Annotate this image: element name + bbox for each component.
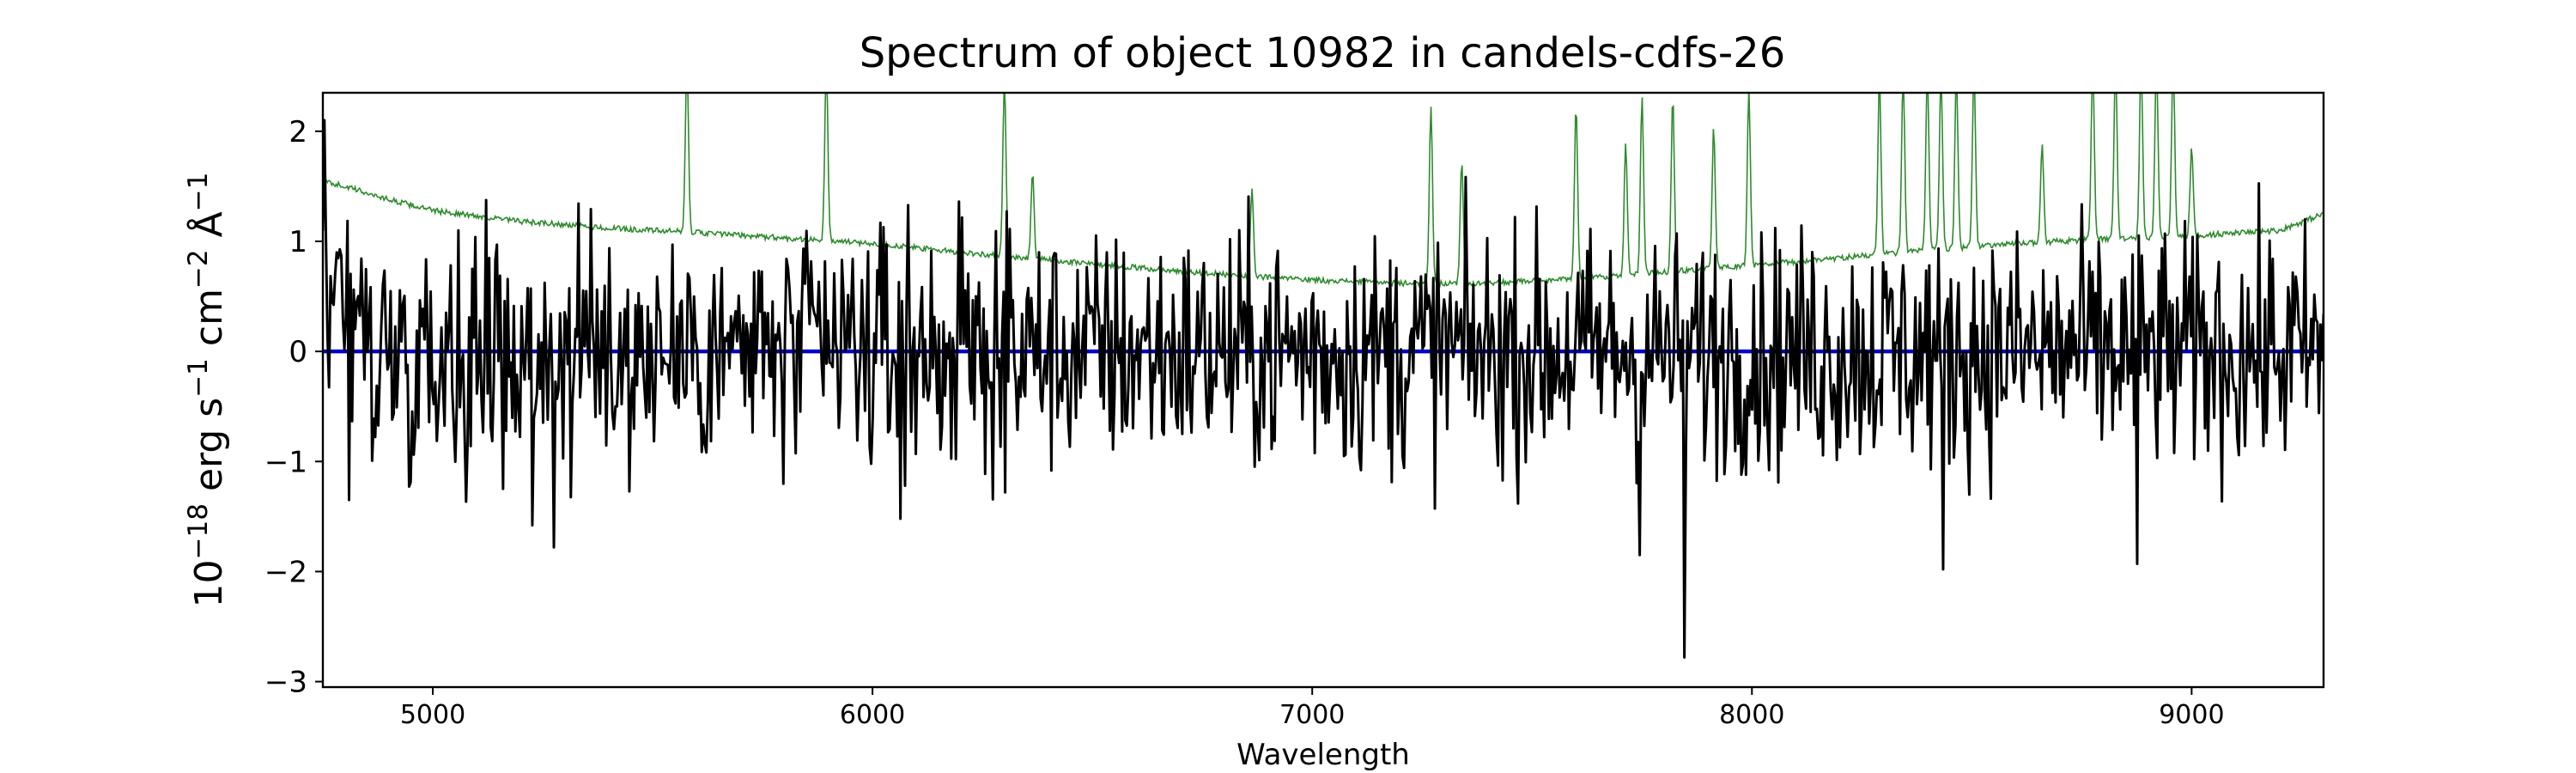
y-axis-label: 10−18 erg s−1 cm−2 Å−1 (183, 173, 231, 608)
noise-series-path (323, 93, 2324, 289)
x-axis: 5000 6000 7000 8000 9000 (400, 687, 2225, 730)
x-axis-label: Wavelength (1236, 738, 1410, 772)
y-axis-label-unit-1: erg s (187, 398, 231, 503)
y-axis-label-exponent: −18 (183, 503, 214, 559)
plot-frame (321, 91, 2325, 689)
y-axis: −3 −2 −1 0 1 2 (264, 115, 323, 700)
y-axis-label-unit-2: cm (187, 289, 231, 358)
y-tick-label: −3 (264, 666, 307, 700)
plot-area (321, 91, 2325, 689)
x-tick-label: 8000 (1719, 700, 1784, 730)
y-tick-label: 0 (289, 335, 307, 369)
x-tick-label: 9000 (2159, 700, 2224, 730)
y-axis-label-exponent-4: −1 (183, 173, 214, 212)
x-tick-label: 5000 (400, 700, 465, 730)
x-tick-label: 6000 (840, 700, 905, 730)
y-axis-label-exponent-2: −1 (183, 358, 214, 398)
y-tick-label: −2 (264, 555, 307, 589)
flux-series-path (323, 119, 2324, 659)
noise-spectrum-line (323, 93, 2324, 289)
y-tick-label: 2 (289, 115, 307, 149)
y-axis-label-base: 10 (187, 559, 231, 607)
chart-title: Spectrum of object 10982 in candels-cdfs… (860, 29, 1786, 77)
flux-spectrum-line (323, 119, 2324, 659)
x-tick-label: 7000 (1279, 700, 1345, 730)
y-axis-label-unit-3: Å (185, 211, 231, 249)
y-tick-label: 1 (289, 225, 307, 259)
y-axis-label-exponent-3: −2 (183, 249, 214, 289)
y-tick-label: −1 (264, 445, 307, 479)
